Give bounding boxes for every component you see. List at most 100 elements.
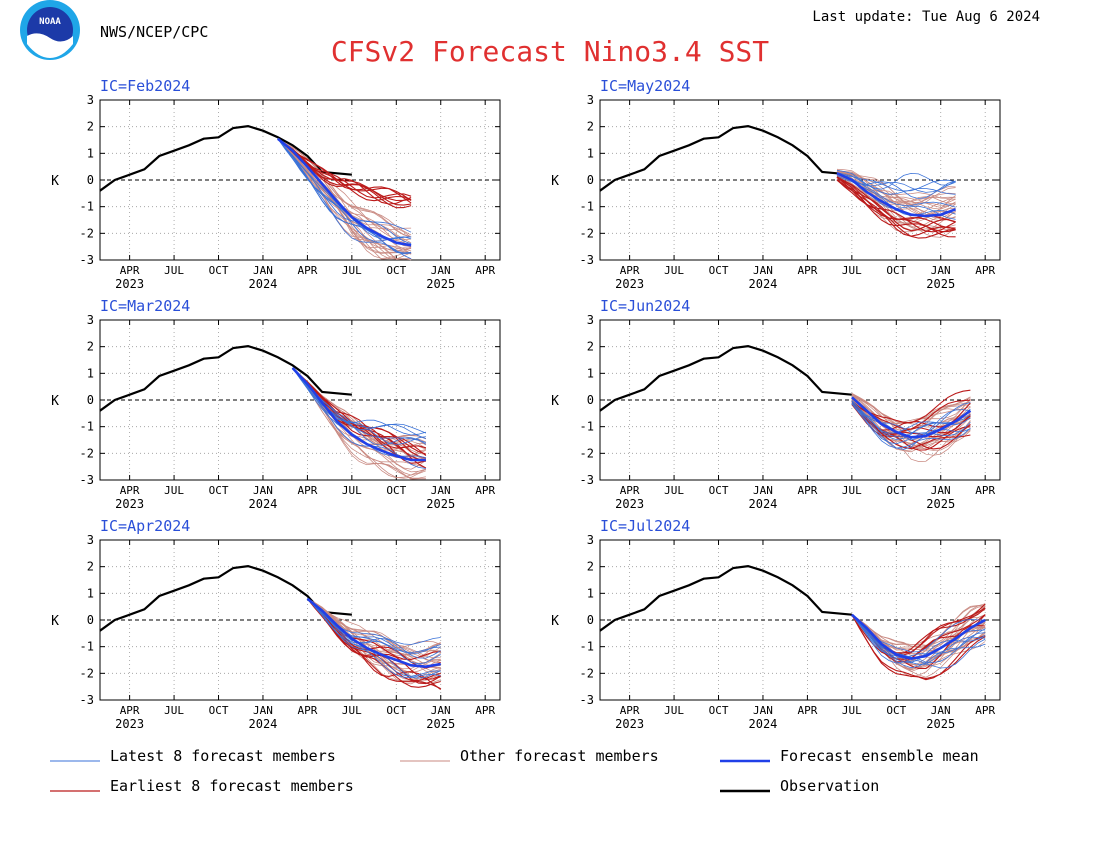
other-member-5 [307, 598, 441, 673]
x-tick-year-0: 2023 [615, 277, 644, 291]
x-tick-year-3: 2024 [249, 497, 278, 511]
x-tick-label-7: JAN [431, 704, 451, 717]
x-tick-label-8: APR [475, 484, 495, 497]
x-tick-year-3: 2024 [749, 277, 778, 291]
latest-member-7 [851, 403, 971, 450]
y-tick-label-5: 2 [587, 340, 594, 354]
x-tick-label-3: JAN [753, 704, 773, 717]
panel-ic-label: IC=May2024 [600, 77, 690, 95]
ensemble-mean-line [851, 613, 986, 661]
x-tick-label-7: JAN [931, 704, 951, 717]
x-tick-label-4: APR [797, 264, 817, 277]
earliest-member-7 [277, 138, 412, 202]
x-tick-label-2: OCT [209, 264, 229, 277]
earliest-member-5 [851, 614, 986, 681]
y-tick-label-6: 3 [587, 313, 594, 327]
y-tick-label-6: 3 [87, 313, 94, 327]
y-tick-label-1: -2 [80, 226, 94, 240]
other-member-23 [836, 168, 956, 199]
x-tick-label-4: APR [297, 264, 317, 277]
y-tick-label-6: 3 [87, 533, 94, 547]
x-tick-label-4: APR [797, 704, 817, 717]
legend-label-other: Other forecast members [460, 747, 659, 765]
y-tick-label-4: 1 [87, 366, 94, 380]
y-tick-label-2: -1 [80, 640, 94, 654]
panel-ic-label: IC=Mar2024 [100, 297, 190, 315]
x-tick-label-4: APR [797, 484, 817, 497]
x-tick-year-7: 2025 [926, 717, 955, 731]
observation-line [599, 564, 853, 632]
x-tick-label-8: APR [475, 704, 495, 717]
observation-line [99, 344, 353, 412]
x-tick-label-6: OCT [386, 484, 406, 497]
latest-member-0 [836, 170, 956, 190]
earliest-member-4 [307, 598, 441, 669]
legend-label-earliest: Earliest 8 forecast members [110, 777, 354, 795]
y-tick-label-2: -1 [80, 200, 94, 214]
observation-line [599, 344, 853, 412]
x-tick-label-6: OCT [886, 484, 906, 497]
ensemble-mean-line [291, 367, 426, 462]
observation-line [99, 124, 353, 192]
x-tick-year-7: 2025 [926, 277, 955, 291]
x-tick-year-3: 2024 [749, 717, 778, 731]
x-tick-label-8: APR [475, 264, 495, 277]
latest-member-5 [836, 172, 956, 193]
earliest-member-5 [836, 176, 956, 223]
x-tick-label-5: JUL [842, 704, 862, 717]
y-tick-label-2: -1 [580, 200, 594, 214]
y-tick-label-4: 1 [87, 146, 94, 160]
y-tick-label-1: -2 [80, 666, 94, 680]
x-tick-label-0: APR [120, 264, 140, 277]
latest-member-7 [292, 367, 426, 445]
x-tick-label-1: JUL [664, 264, 684, 277]
ensemble-mean-line [836, 172, 957, 218]
legend-label-obs: Observation [780, 777, 879, 795]
x-tick-year-0: 2023 [115, 497, 144, 511]
latest-member-1 [851, 614, 986, 669]
other-member-12 [307, 598, 441, 653]
x-tick-label-4: APR [297, 484, 317, 497]
latest-member-2 [836, 173, 956, 192]
legend: Latest 8 forecast members Other forecast … [50, 747, 979, 795]
legend-label-mean: Forecast ensemble mean [780, 747, 979, 765]
y-tick-label-6: 3 [587, 533, 594, 547]
latest-member-3 [277, 138, 412, 260]
x-tick-label-7: JAN [931, 264, 951, 277]
y-tick-label-2: -1 [580, 640, 594, 654]
other-member-23 [277, 138, 412, 236]
panel-ic-label: IC=Jul2024 [600, 517, 690, 535]
latest-member-4 [307, 598, 441, 654]
x-tick-label-6: OCT [386, 704, 406, 717]
panel-ic-label: IC=Feb2024 [100, 77, 190, 95]
x-tick-label-8: APR [975, 484, 995, 497]
earliest-member-6 [836, 179, 956, 237]
x-tick-year-3: 2024 [749, 497, 778, 511]
y-tick-label-1: -2 [580, 226, 594, 240]
y-tick-label-2: -1 [580, 420, 594, 434]
y-tick-label-0: -3 [580, 253, 594, 267]
y-tick-label-0: -3 [580, 693, 594, 707]
x-tick-label-1: JUL [664, 484, 684, 497]
y-tick-label-6: 3 [87, 93, 94, 107]
other-member-7 [836, 173, 956, 216]
x-tick-year-7: 2025 [426, 277, 455, 291]
panel-ic-label: IC=Jun2024 [600, 297, 690, 315]
ensemble-mean-line [306, 597, 441, 669]
y-axis-label: K [51, 394, 59, 409]
y-tick-label-3: 0 [587, 393, 594, 407]
y-tick-label-5: 2 [587, 120, 594, 134]
y-tick-label-3: 0 [87, 393, 94, 407]
other-member-20 [851, 393, 971, 424]
other-member-14 [277, 138, 412, 260]
y-tick-label-5: 2 [87, 120, 94, 134]
y-tick-label-3: 0 [587, 613, 594, 627]
earliest-member-7 [836, 178, 956, 232]
y-tick-label-3: 0 [587, 173, 594, 187]
y-tick-label-5: 2 [87, 340, 94, 354]
